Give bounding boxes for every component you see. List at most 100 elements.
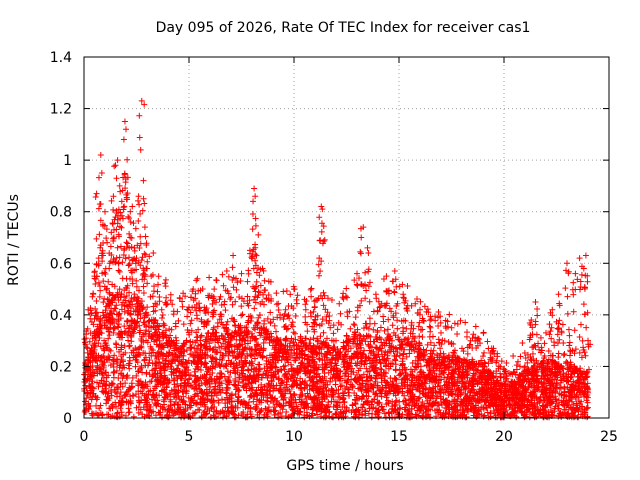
data-point: [229, 349, 236, 356]
data-point: [351, 277, 358, 284]
data-point: [446, 311, 453, 318]
data-point: [209, 404, 216, 411]
data-point: [256, 329, 263, 336]
data-point: [340, 345, 347, 352]
data-point: [421, 303, 428, 310]
data-point: [557, 379, 564, 386]
data-point: [236, 294, 243, 301]
data-point: [317, 333, 324, 340]
data-point: [558, 411, 565, 418]
data-point: [190, 358, 197, 365]
data-point: [143, 401, 150, 408]
data-point: [192, 384, 199, 391]
data-point: [424, 397, 431, 404]
data-point: [83, 405, 90, 412]
data-point: [95, 383, 102, 390]
data-point: [436, 373, 443, 380]
data-point: [270, 399, 277, 406]
data-point: [141, 357, 148, 364]
data-point: [154, 281, 161, 288]
data-point: [357, 332, 364, 339]
data-point: [389, 378, 396, 385]
data-point: [253, 350, 260, 357]
data-point: [326, 408, 333, 415]
data-point: [155, 273, 162, 280]
data-point: [410, 344, 417, 351]
data-point: [566, 339, 573, 346]
data-point: [427, 350, 434, 357]
data-point: [193, 329, 200, 336]
data-point: [143, 369, 150, 376]
data-point: [487, 385, 494, 392]
data-point: [176, 396, 183, 403]
data-point: [246, 394, 253, 401]
data-point: [93, 379, 100, 386]
data-point: [313, 371, 320, 378]
data-point: [394, 300, 401, 307]
data-point: [230, 363, 237, 370]
data-point: [581, 375, 588, 382]
data-point: [538, 375, 545, 382]
data-point: [517, 353, 524, 360]
data-point: [398, 370, 405, 377]
data-point: [277, 409, 284, 416]
data-point: [359, 393, 366, 400]
data-point: [332, 381, 339, 388]
data-point: [350, 321, 357, 328]
data-point: [330, 322, 337, 329]
data-point: [197, 333, 204, 340]
data-point: [417, 368, 424, 375]
data-point: [119, 259, 126, 266]
data-point: [536, 399, 543, 406]
data-point: [157, 364, 164, 371]
data-point: [192, 409, 199, 416]
data-point: [528, 371, 535, 378]
data-point: [318, 340, 325, 347]
data-point: [311, 400, 318, 407]
data-point: [440, 410, 447, 417]
data-point: [92, 305, 99, 312]
data-point: [161, 398, 168, 405]
data-point: [521, 350, 528, 357]
data-point: [370, 326, 377, 333]
data-point: [339, 404, 346, 411]
data-point: [543, 411, 550, 418]
data-point: [263, 361, 270, 368]
data-point: [579, 337, 586, 344]
data-point: [219, 333, 226, 340]
data-point: [183, 364, 190, 371]
data-point: [99, 370, 106, 377]
data-point: [154, 332, 161, 339]
data-point: [584, 404, 591, 411]
data-point: [159, 405, 166, 412]
data-point: [118, 371, 125, 378]
data-point: [409, 371, 416, 378]
data-point: [571, 386, 578, 393]
data-point: [566, 397, 573, 404]
data-point: [393, 353, 400, 360]
data-point: [428, 316, 435, 323]
data-point: [90, 390, 97, 397]
data-point: [380, 313, 387, 320]
data-point: [393, 283, 400, 290]
data-point: [466, 388, 473, 395]
data-point: [562, 411, 569, 418]
data-point: [233, 361, 240, 368]
data-point: [122, 391, 129, 398]
data-point: [156, 342, 163, 349]
data-point: [280, 288, 287, 295]
data-point: [90, 342, 97, 349]
data-point: [320, 302, 327, 309]
data-point: [248, 346, 255, 353]
data-point: [129, 374, 136, 381]
data-point: [373, 372, 380, 379]
data-point: [370, 362, 377, 369]
data-point: [195, 342, 202, 349]
data-point: [365, 325, 372, 332]
data-point: [175, 387, 182, 394]
data-point: [116, 334, 123, 341]
data-point: [135, 346, 142, 353]
data-point: [254, 351, 261, 358]
data-point: [170, 369, 177, 376]
data-point: [581, 349, 588, 356]
